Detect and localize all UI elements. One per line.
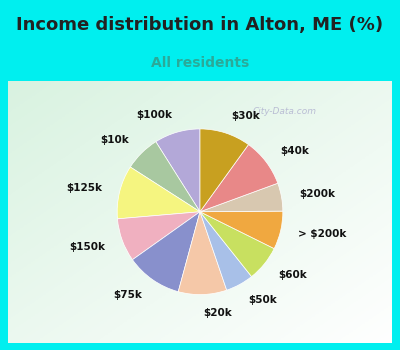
Text: > $200k: > $200k (298, 230, 347, 239)
Wedge shape (118, 212, 200, 260)
Text: $40k: $40k (280, 146, 310, 156)
Wedge shape (200, 183, 283, 212)
Text: $30k: $30k (231, 111, 260, 121)
Wedge shape (200, 129, 248, 212)
Text: $75k: $75k (113, 289, 142, 300)
Wedge shape (178, 212, 227, 295)
Text: $10k: $10k (100, 135, 129, 145)
Text: $20k: $20k (203, 308, 232, 318)
Text: All residents: All residents (151, 56, 249, 70)
Wedge shape (117, 167, 200, 219)
Text: City-Data.com: City-Data.com (252, 107, 316, 117)
Text: Income distribution in Alton, ME (%): Income distribution in Alton, ME (%) (16, 16, 384, 34)
Text: $50k: $50k (248, 295, 277, 306)
Wedge shape (130, 142, 200, 212)
Wedge shape (200, 145, 278, 212)
Text: $150k: $150k (69, 241, 105, 252)
Wedge shape (200, 211, 283, 248)
Wedge shape (200, 212, 252, 290)
Wedge shape (200, 212, 274, 276)
Text: $125k: $125k (66, 182, 102, 192)
Text: $60k: $60k (278, 270, 307, 280)
Text: $200k: $200k (300, 189, 336, 199)
Text: $100k: $100k (136, 110, 172, 120)
Wedge shape (132, 212, 200, 292)
Wedge shape (156, 129, 200, 212)
